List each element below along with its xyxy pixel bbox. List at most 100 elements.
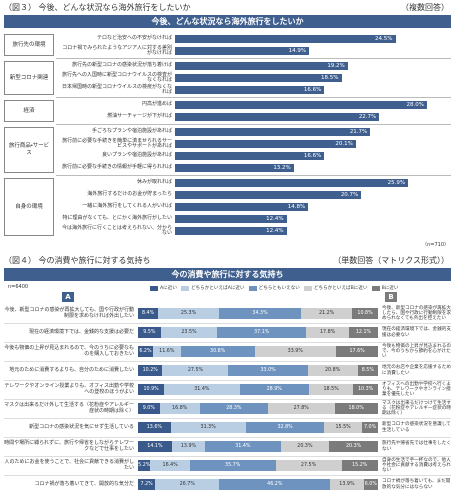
value-label: 12.4% [266, 228, 284, 234]
chart-title: 今の消費や旅行に対する気持ち [4, 268, 451, 281]
legend-label: どちらかといえばAに近い [190, 286, 245, 291]
group-divider [56, 175, 451, 176]
segment-label: 28.9% [266, 387, 282, 392]
row-divider [4, 475, 451, 476]
bar-segment [138, 479, 156, 490]
group-divider [56, 124, 451, 125]
category-label: 旅行先の新型コロナの感染状況が落ち着けば [71, 62, 172, 69]
figure-label: （図３） 今後、どんな状況なら海外旅行をしたいか [4, 3, 191, 12]
sample-size: （n=710） [422, 242, 449, 248]
category-label: 燃油サーチャージが下がれば [107, 113, 172, 120]
segment-label: 33.9% [287, 349, 303, 354]
answer-note: （複数回答） [401, 3, 449, 12]
segment-label: 5.2% [138, 463, 151, 468]
segment-label: 6.0% [364, 482, 377, 487]
segment-label: 30.8% [210, 349, 226, 354]
category-label: 旅行前に必要な手続きを簡単に済ませられるサービスやサポートがあれば [62, 137, 172, 149]
value-label: 22.7% [358, 114, 377, 120]
row-divider [4, 323, 451, 324]
segment-label: 8.5% [361, 368, 374, 373]
b-statement: 現在の経済環境下では、金銭的支援は必要ない [382, 327, 451, 338]
value-label: 19.2% [327, 63, 345, 69]
bar-segment [306, 327, 349, 338]
value-label: 12.4% [266, 216, 284, 222]
bar [175, 35, 396, 43]
bar-segment [138, 308, 159, 319]
bar-segment [357, 365, 378, 376]
category-label: 海外旅行するだけのお金が貯まったら [87, 191, 172, 198]
bar-segment [205, 441, 281, 452]
bar-segment [363, 479, 378, 490]
segment-label: 32.8% [277, 425, 293, 430]
category-label: 休みが取れれば [136, 179, 172, 186]
bar-segment [159, 403, 200, 414]
bar [175, 191, 362, 199]
legend-label: どちらかといえばBに近い [313, 286, 368, 291]
segment-label: 9.0% [142, 406, 155, 411]
bar-segment [138, 346, 153, 357]
segment-label: 20.8% [325, 368, 341, 373]
segment-label: 13.6% [146, 425, 162, 430]
row-divider [4, 418, 451, 419]
bar-segment [152, 346, 181, 357]
bar-segment [245, 422, 325, 433]
bar-segment [138, 441, 172, 452]
bar-segment [162, 365, 229, 376]
b-statement: 今後も物価の上昇が見込まれるので、今のうちから節約を心がけたい [382, 343, 451, 360]
bar-segment [170, 422, 246, 433]
legend-swatch [303, 286, 312, 291]
bar [175, 203, 309, 211]
legend-label: Aに近い [160, 286, 177, 291]
bar [175, 47, 310, 55]
segment-label: 13.9% [339, 482, 355, 487]
bar-segment [307, 365, 358, 376]
bar-segment [334, 403, 378, 414]
category-label: 旅行前に必要な手続きの情報が手軽に得られれば [61, 164, 172, 171]
b-label: B [385, 292, 397, 302]
bar-segment [228, 365, 308, 376]
segment-label: 18.5% [323, 387, 339, 392]
a-statement: 今後、新型コロナの感染が再拡大しても、国や行政が行動制限を求めなければ外出したい [4, 307, 134, 319]
legend-swatch [150, 286, 158, 291]
bar-segment [341, 460, 378, 471]
bar-segment [180, 346, 255, 357]
a-statement: 新型コロナの感染状況を気にせず生活している [29, 423, 134, 430]
segment-label: 27.8% [293, 406, 309, 411]
bar-segment [348, 327, 378, 338]
bar-segment [239, 384, 309, 395]
bar [175, 140, 356, 148]
value-label: 16.6% [303, 87, 322, 93]
segment-label: 10.2% [142, 368, 158, 373]
bar-segment [189, 460, 276, 471]
category-label: 特に理由がなくても、とにかく海外旅行がしたい [62, 215, 172, 222]
row-divider [4, 456, 451, 457]
bar [175, 101, 427, 109]
segment-label: 17.8% [319, 330, 336, 335]
bar-segment [155, 479, 220, 490]
bar-segment [280, 441, 330, 452]
legend-swatch [248, 286, 257, 291]
value-label: 25.9% [387, 180, 406, 186]
group-label: 自身の環境 [4, 178, 54, 236]
b-statement: オフィスへの出勤や学校へ行くよりも、テレワークやオンライン授業を優先したい [382, 381, 451, 398]
segment-label: 28.3% [226, 406, 242, 411]
segment-label: 17.6% [349, 349, 365, 354]
segment-label: 7.2% [140, 482, 153, 487]
segment-label: 27.5% [300, 463, 317, 468]
value-label: 14.9% [288, 48, 307, 54]
legend-swatch [371, 286, 380, 291]
bar-segment [352, 308, 378, 319]
segment-label: 26.7% [179, 482, 195, 487]
legend-label: どちらともいえない [258, 286, 300, 291]
category-label: 手ごろなプランや宿泊施設があれば [91, 128, 172, 135]
row-divider [4, 361, 451, 362]
bar-segment [219, 479, 331, 490]
segment-label: 21.2% [319, 311, 335, 316]
segment-label: 14.1% [147, 444, 163, 449]
a-statement: 人のためにお金を使うことで、社会に貢献できる消費がしたい [4, 459, 134, 471]
segment-label: 31.3% [200, 425, 216, 430]
bar-segment [361, 422, 379, 433]
bar-segment [329, 441, 378, 452]
bar-segment [324, 422, 362, 433]
